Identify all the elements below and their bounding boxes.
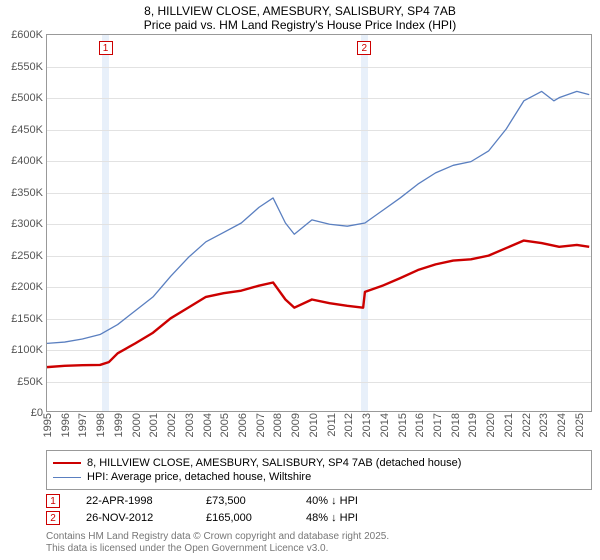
sale-hpi-diff: 48% ↓ HPI [306,512,426,524]
legend-item-hpi: HPI: Average price, detached house, Wilt… [53,471,585,483]
y-tick-label: £200K [11,281,43,293]
attribution-line: Contains HM Land Registry data © Crown c… [46,531,592,543]
attribution: Contains HM Land Registry data © Crown c… [46,531,592,555]
sale-marker-icon: 1 [99,41,113,55]
x-tick-label: 2016 [414,413,426,437]
sale-marker-icon: 2 [46,511,60,525]
x-tick-label: 2012 [343,413,355,437]
x-tick-label: 2005 [219,413,231,437]
y-tick-label: £600K [11,29,43,41]
sale-price: £73,500 [206,495,306,507]
x-tick-label: 2007 [255,413,267,437]
sale-row: 2 26-NOV-2012 £165,000 48% ↓ HPI [46,511,592,525]
y-tick-label: £450K [11,124,43,136]
x-tick-label: 1999 [113,413,125,437]
title-line-1: 8, HILLVIEW CLOSE, AMESBURY, SALISBURY, … [0,4,600,18]
x-tick-label: 2023 [538,413,550,437]
y-tick-label: £400K [11,155,43,167]
x-tick-label: 2015 [397,413,409,437]
y-tick-label: £550K [11,61,43,73]
x-tick-label: 2000 [131,413,143,437]
sale-date: 26-NOV-2012 [86,512,206,524]
legend-swatch [53,477,81,478]
legend-label: 8, HILLVIEW CLOSE, AMESBURY, SALISBURY, … [87,457,461,469]
x-tick-label: 2013 [361,413,373,437]
x-tick-label: 2009 [290,413,302,437]
x-tick-label: 1997 [77,413,89,437]
title-line-2: Price paid vs. HM Land Registry's House … [0,18,600,32]
y-tick-label: £50K [17,376,43,388]
y-tick-label: £300K [11,218,43,230]
sale-date: 22-APR-1998 [86,495,206,507]
x-tick-label: 1996 [60,413,72,437]
y-tick-label: £250K [11,250,43,262]
legend: 8, HILLVIEW CLOSE, AMESBURY, SALISBURY, … [46,450,592,490]
sale-marker-icon: 1 [46,494,60,508]
x-tick-label: 2004 [202,413,214,437]
x-tick-label: 2014 [379,413,391,437]
sale-marker-icon: 2 [357,41,371,55]
x-tick-label: 2017 [432,413,444,437]
attribution-line: This data is licensed under the Open Gov… [46,543,592,555]
x-tick-label: 2024 [556,413,568,437]
x-tick-label: 2002 [166,413,178,437]
sale-row: 1 22-APR-1998 £73,500 40% ↓ HPI [46,494,592,508]
x-tick-label: 2001 [148,413,160,437]
x-tick-label: 2008 [272,413,284,437]
sale-hpi-diff: 40% ↓ HPI [306,495,426,507]
x-tick-label: 2022 [521,413,533,437]
x-tick-label: 2025 [574,413,586,437]
sales-table: 1 22-APR-1998 £73,500 40% ↓ HPI 2 26-NOV… [46,494,592,525]
y-tick-label: £350K [11,187,43,199]
x-tick-label: 2006 [237,413,249,437]
x-tick-label: 1998 [95,413,107,437]
x-tick-label: 2011 [326,413,338,437]
x-tick-label: 1995 [42,413,54,437]
legend-swatch [53,462,81,464]
x-tick-label: 2021 [503,413,515,437]
y-tick-label: £500K [11,92,43,104]
chart-title: 8, HILLVIEW CLOSE, AMESBURY, SALISBURY, … [0,0,600,34]
legend-item-price-paid: 8, HILLVIEW CLOSE, AMESBURY, SALISBURY, … [53,457,585,469]
x-tick-label: 2018 [450,413,462,437]
x-tick-label: 2020 [485,413,497,437]
series-line-hpi [47,91,589,343]
x-tick-label: 2019 [467,413,479,437]
y-tick-label: £100K [11,344,43,356]
x-tick-label: 2003 [184,413,196,437]
sale-price: £165,000 [206,512,306,524]
chart-svg [47,35,591,411]
y-tick-label: £150K [11,313,43,325]
x-tick-label: 2010 [308,413,320,437]
series-line-price_paid [47,241,589,368]
chart-plot-area: £0£50K£100K£150K£200K£250K£300K£350K£400… [46,34,592,412]
legend-label: HPI: Average price, detached house, Wilt… [87,471,311,483]
